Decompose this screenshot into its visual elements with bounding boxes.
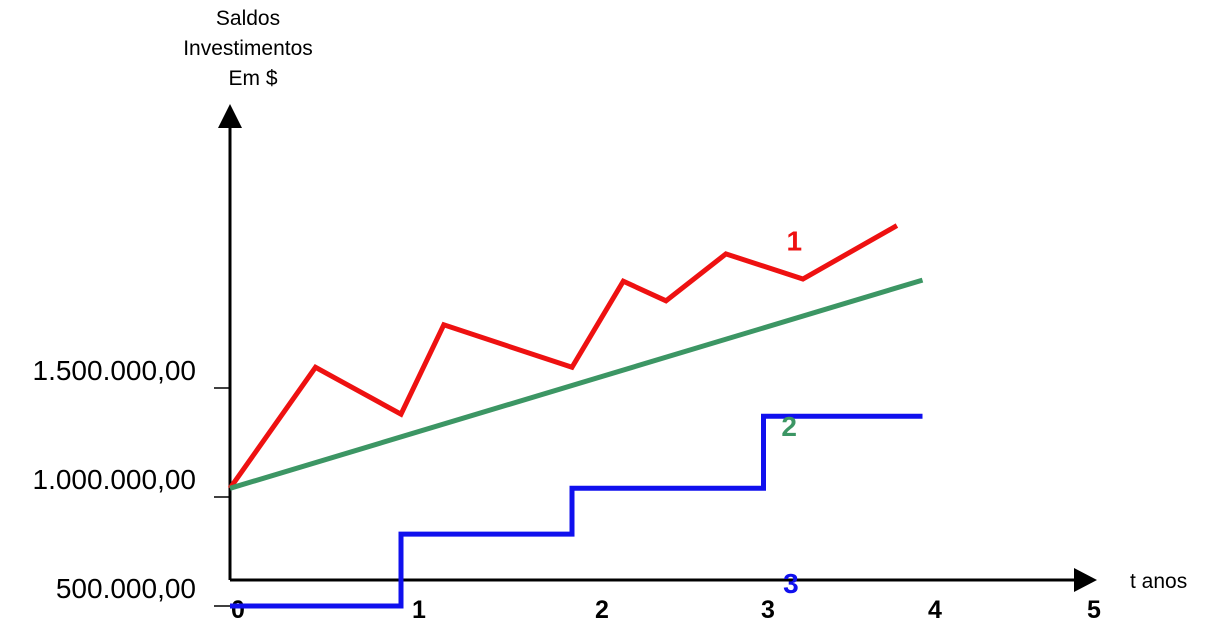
x-tick-label: 3: [761, 596, 775, 624]
y-axis-label-line-3: Em $: [228, 67, 277, 90]
series-1-line: [227, 223, 899, 490]
series-3-label: 3: [783, 568, 799, 599]
x-tick-label: 0: [231, 596, 245, 624]
x-axis-label: t anos: [1130, 570, 1187, 593]
series-1-label: 1: [787, 226, 803, 257]
y-tick-label: 1.500.000,00: [33, 355, 197, 386]
x-ticks: 0 1 2 3 4 5: [231, 596, 1101, 624]
x-tick-label: 2: [595, 596, 609, 624]
x-tick-label: 1: [412, 596, 426, 624]
series-lines: [227, 223, 924, 609]
y-tick-label: 1.000.000,00: [33, 464, 197, 495]
x-axis-arrow-icon: [1074, 568, 1097, 592]
x-tick-label: 5: [1087, 596, 1101, 624]
y-axis-label-line-1: Saldos: [216, 7, 280, 30]
series-2-label: 2: [781, 411, 797, 442]
axes: [218, 104, 1097, 592]
x-tick-label: 4: [928, 596, 942, 624]
series-3-line: [230, 413, 923, 609]
series-2-line: [229, 277, 924, 491]
y-axis-label: Saldos Investimentos Em $: [183, 7, 313, 90]
y-axis-label-line-2: Investimentos: [183, 37, 313, 60]
y-axis-arrow-icon: [218, 104, 242, 128]
series-labels: 1 2 3: [781, 226, 802, 599]
y-tick-label: 500.000,00: [56, 573, 196, 604]
y-ticks: 500.000,00 1.000.000,00 1.500.000,00: [33, 355, 230, 607]
